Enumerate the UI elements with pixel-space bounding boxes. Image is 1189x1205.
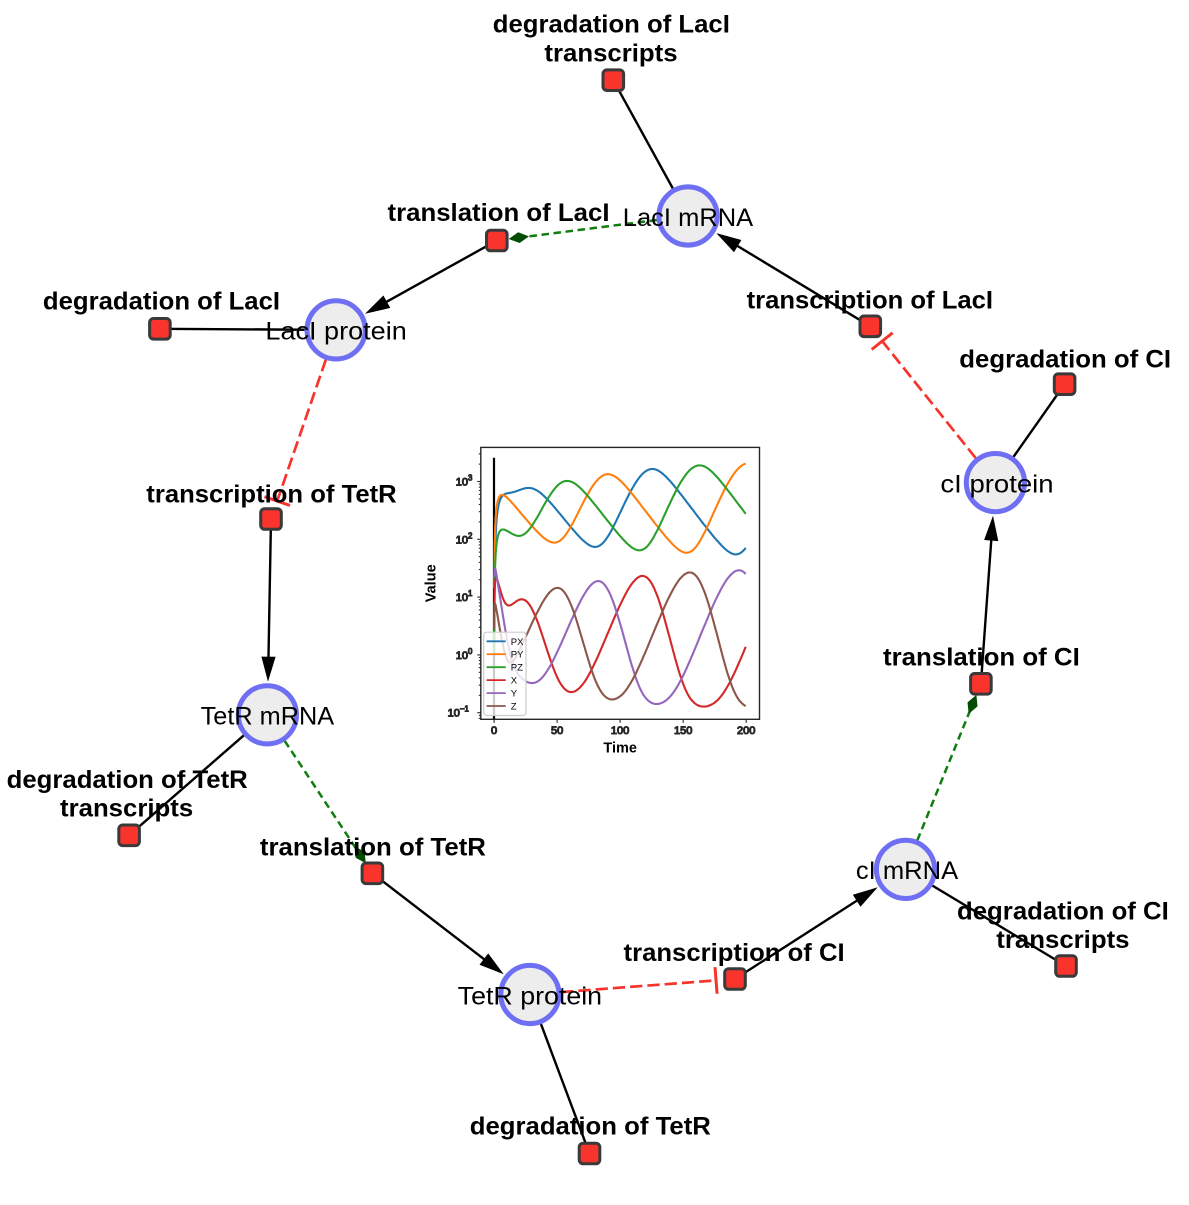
svg-text:0: 0 [491, 725, 497, 737]
svg-text:50: 50 [551, 725, 563, 737]
svg-text:transcripts: transcripts [544, 39, 677, 67]
svg-text:LacI protein: LacI protein [265, 318, 406, 346]
svg-text:translation of LacI: translation of LacI [388, 199, 610, 227]
svg-text:Time: Time [603, 741, 637, 757]
svg-text:10−1: 10−1 [448, 705, 469, 720]
svg-text:degradation of CI: degradation of CI [959, 345, 1171, 373]
svg-text:Value: Value [424, 564, 440, 602]
svg-text:degradation of TetR: degradation of TetR [7, 766, 248, 794]
svg-text:150: 150 [674, 725, 692, 737]
svg-text:100: 100 [611, 725, 629, 737]
svg-text:degradation of CI: degradation of CI [957, 897, 1169, 925]
svg-text:cI protein: cI protein [940, 470, 1053, 498]
svg-text:transcription of TetR: transcription of TetR [146, 481, 396, 509]
svg-text:LacI mRNA: LacI mRNA [623, 204, 754, 232]
svg-text:Z: Z [511, 702, 517, 713]
svg-text:degradation of LacI: degradation of LacI [43, 288, 280, 316]
svg-text:transcription of LacI: transcription of LacI [747, 287, 993, 315]
svg-text:transcription of CI: transcription of CI [624, 939, 845, 967]
svg-text:degradation of TetR: degradation of TetR [470, 1113, 711, 1141]
svg-text:translation of TetR: translation of TetR [260, 834, 486, 862]
svg-text:Y: Y [511, 689, 518, 700]
svg-text:transcripts: transcripts [996, 926, 1129, 954]
svg-text:PZ: PZ [511, 663, 523, 674]
svg-text:PX: PX [511, 637, 524, 648]
svg-text:TetR protein: TetR protein [458, 982, 602, 1010]
svg-text:200: 200 [737, 725, 755, 737]
svg-text:degradation of LacI: degradation of LacI [493, 10, 730, 38]
svg-text:cI mRNA: cI mRNA [856, 857, 959, 885]
svg-text:translation of CI: translation of CI [883, 643, 1080, 671]
svg-text:TetR mRNA: TetR mRNA [201, 703, 335, 731]
svg-text:transcripts: transcripts [60, 795, 193, 823]
svg-text:PY: PY [511, 650, 524, 661]
svg-text:X: X [511, 676, 518, 687]
